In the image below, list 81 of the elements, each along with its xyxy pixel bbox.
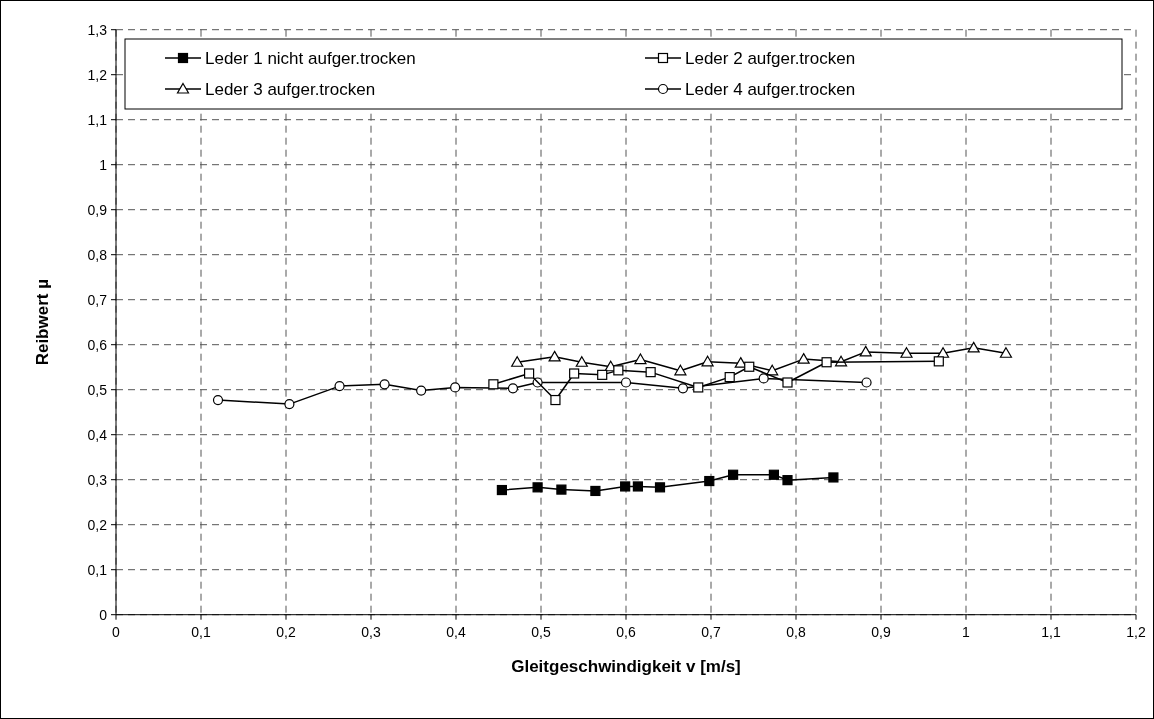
x-tick-label: 1 <box>962 623 971 640</box>
point <box>728 469 739 480</box>
point <box>859 345 872 357</box>
point <box>634 353 647 365</box>
legend-label: Leder 3 aufger.trocken <box>205 80 376 99</box>
x-tick-label: 0,6 <box>616 623 636 640</box>
legend-label: Leder 2 aufger.trocken <box>685 49 856 68</box>
point <box>548 350 561 362</box>
point <box>450 382 461 393</box>
point <box>597 369 608 380</box>
point <box>758 373 769 384</box>
point <box>507 383 519 394</box>
y-tick-label: 0,6 <box>87 336 108 353</box>
y-tick-label: 0 <box>99 606 108 623</box>
point <box>524 368 535 379</box>
point <box>821 357 832 368</box>
x-tick-label: 1,2 <box>1126 623 1146 640</box>
point <box>797 353 810 364</box>
point <box>654 482 666 493</box>
x-tick-label: 0,2 <box>276 623 296 640</box>
point <box>744 361 755 372</box>
point <box>724 372 735 383</box>
legend-label: Leder 1 nicht aufger.trocken <box>205 49 416 68</box>
point <box>677 383 689 394</box>
x-tick-label: 1,1 <box>1041 623 1061 640</box>
point <box>620 377 632 388</box>
point <box>496 484 507 496</box>
y-tick-label: 0,3 <box>87 471 108 488</box>
x-tick-label: 0,7 <box>701 623 721 640</box>
point <box>416 385 427 396</box>
point <box>284 399 295 410</box>
y-tick-label: 0,8 <box>87 246 108 263</box>
x-tick-label: 0,3 <box>361 623 381 640</box>
legend-label: Leder 4 aufger.trocken <box>685 80 856 99</box>
point <box>569 368 580 379</box>
point <box>613 365 624 376</box>
y-axis-title: Reibwert µ <box>33 279 52 366</box>
y-tick-label: 0,7 <box>87 291 108 308</box>
point <box>693 382 704 393</box>
point <box>766 364 779 376</box>
point <box>828 472 839 483</box>
x-tick-label: 0,8 <box>786 623 806 640</box>
point <box>575 356 588 367</box>
y-tick-label: 0,5 <box>87 381 108 398</box>
point <box>704 475 715 487</box>
y-tick-label: 1,2 <box>87 66 108 83</box>
y-tick-label: 1,1 <box>87 111 108 128</box>
point <box>532 482 543 493</box>
point <box>334 381 345 392</box>
point <box>645 367 656 378</box>
x-tick-label: 0,1 <box>191 623 211 640</box>
x-axis-title: Gleitgeschwindigkeit v [m/s] <box>511 656 741 676</box>
y-tick-label: 0,1 <box>87 561 108 578</box>
point <box>488 379 499 390</box>
y-tick-label: 0,9 <box>87 201 108 218</box>
x-tick-label: 0,4 <box>446 623 466 640</box>
point <box>379 379 390 390</box>
point <box>632 481 643 492</box>
point <box>861 377 872 388</box>
x-tick-label: 0,5 <box>531 623 551 640</box>
y-tick-label: 1,3 <box>87 21 108 38</box>
point <box>511 356 524 367</box>
point <box>967 341 980 353</box>
point <box>620 481 631 492</box>
point <box>556 484 567 495</box>
point <box>674 364 687 376</box>
point <box>782 475 793 486</box>
y-tick-label: 1 <box>99 156 108 173</box>
x-tick-label: 0,9 <box>871 623 891 640</box>
point <box>590 485 601 497</box>
point <box>999 347 1013 358</box>
point <box>782 377 793 388</box>
point <box>768 469 779 480</box>
point <box>701 355 714 367</box>
point <box>933 356 944 367</box>
y-tick-label: 0,2 <box>87 516 108 533</box>
point <box>550 394 561 406</box>
y-tick-label: 0,4 <box>87 426 108 443</box>
point <box>900 347 913 358</box>
x-tick-label: 0 <box>112 623 121 640</box>
point <box>212 394 224 406</box>
